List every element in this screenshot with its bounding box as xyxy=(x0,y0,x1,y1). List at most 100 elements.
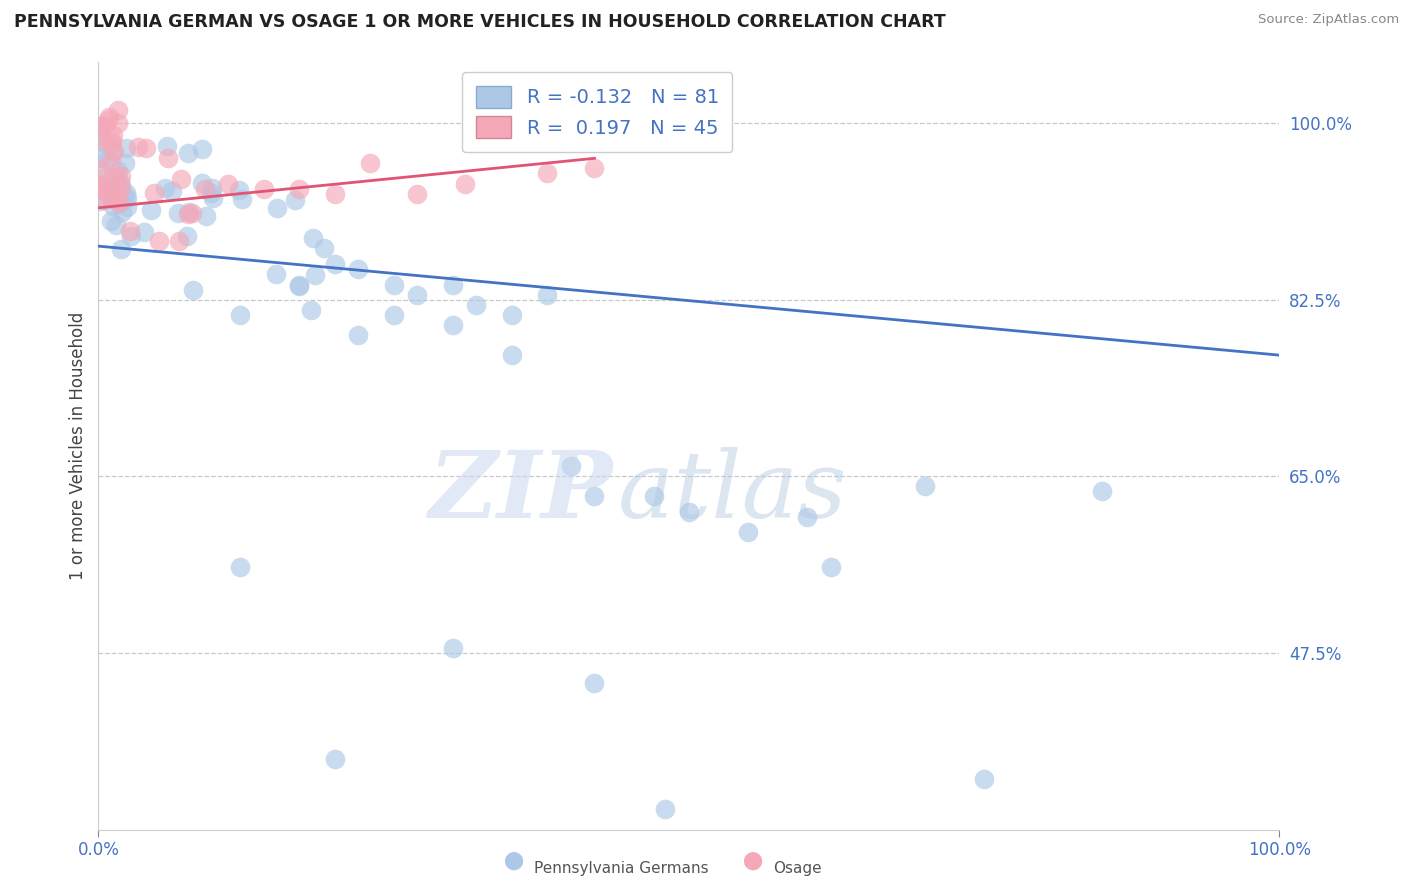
Point xyxy=(90,128,112,142)
Point xyxy=(105,182,128,196)
Point xyxy=(194,181,217,195)
Text: PENNSYLVANIA GERMAN VS OSAGE 1 OR MORE VEHICLES IN HOUSEHOLD CORRELATION CHART: PENNSYLVANIA GERMAN VS OSAGE 1 OR MORE V… xyxy=(14,13,946,31)
Point xyxy=(177,205,200,219)
Point xyxy=(229,308,252,322)
Point xyxy=(120,229,142,244)
Point xyxy=(284,194,307,208)
Point xyxy=(100,144,122,158)
Point xyxy=(89,119,111,133)
Point xyxy=(583,676,606,690)
Point xyxy=(103,144,125,158)
Point xyxy=(1091,484,1114,499)
Point xyxy=(304,268,326,283)
Point xyxy=(93,179,115,194)
Point xyxy=(110,180,132,194)
Point xyxy=(98,110,121,124)
Text: ZIP: ZIP xyxy=(427,447,612,537)
Point xyxy=(93,120,115,134)
Point xyxy=(253,181,276,195)
Point xyxy=(148,235,170,249)
Point xyxy=(114,155,136,169)
Point xyxy=(117,191,139,205)
Point xyxy=(101,199,124,213)
Point xyxy=(181,283,204,297)
Text: ⬤: ⬤ xyxy=(742,851,762,870)
Point xyxy=(583,161,606,176)
Point xyxy=(87,180,110,194)
Point xyxy=(299,302,322,317)
Point xyxy=(231,192,253,206)
Text: Osage: Osage xyxy=(773,861,823,876)
Point xyxy=(100,154,122,169)
Point xyxy=(103,192,125,206)
Point xyxy=(170,171,193,186)
Point xyxy=(97,112,120,127)
Point xyxy=(111,204,134,219)
Point xyxy=(441,640,464,655)
Point xyxy=(110,169,132,184)
Point xyxy=(201,181,224,195)
Point xyxy=(114,192,136,206)
Point xyxy=(107,196,129,211)
Point xyxy=(105,218,128,232)
Point xyxy=(654,802,676,816)
Y-axis label: 1 or more Vehicles in Household: 1 or more Vehicles in Household xyxy=(69,312,87,580)
Point xyxy=(288,278,311,293)
Point xyxy=(312,241,335,255)
Point xyxy=(465,298,488,312)
Point xyxy=(167,206,190,220)
Point xyxy=(217,177,239,191)
Point xyxy=(100,214,122,228)
Point xyxy=(288,181,311,195)
Point xyxy=(101,134,124,148)
Point xyxy=(115,186,138,200)
Point xyxy=(115,141,138,155)
Point xyxy=(190,176,212,190)
Point xyxy=(96,153,118,167)
Point xyxy=(323,257,346,271)
Point xyxy=(156,152,179,166)
Point xyxy=(359,156,381,170)
Point xyxy=(200,186,222,201)
Text: ⬤: ⬤ xyxy=(503,851,523,870)
Point xyxy=(107,103,129,118)
Point xyxy=(90,133,112,147)
Point xyxy=(382,308,405,322)
Point xyxy=(107,164,129,178)
Point xyxy=(156,138,179,153)
Point xyxy=(266,201,288,215)
Point xyxy=(501,348,523,362)
Point xyxy=(288,277,311,292)
Point xyxy=(678,505,700,519)
Point xyxy=(135,141,157,155)
Point xyxy=(406,287,429,301)
Point xyxy=(107,116,129,130)
Point xyxy=(195,209,218,223)
Point xyxy=(142,186,165,201)
Point xyxy=(202,191,225,205)
Point xyxy=(382,277,405,292)
Point xyxy=(796,509,818,524)
Point xyxy=(101,169,124,184)
Point xyxy=(264,268,287,282)
Text: Source: ZipAtlas.com: Source: ZipAtlas.com xyxy=(1258,13,1399,27)
Point xyxy=(103,186,125,200)
Point xyxy=(96,137,118,152)
Point xyxy=(536,166,558,180)
Point xyxy=(914,479,936,493)
Point xyxy=(177,146,200,161)
Point xyxy=(108,175,131,189)
Point xyxy=(100,191,122,205)
Point xyxy=(453,177,475,191)
Point xyxy=(91,120,114,134)
Text: Pennsylvania Germans: Pennsylvania Germans xyxy=(534,861,709,876)
Point xyxy=(115,201,138,215)
Point xyxy=(176,228,198,243)
Point xyxy=(536,287,558,301)
Point xyxy=(441,277,464,292)
Point xyxy=(94,185,117,199)
Point xyxy=(301,231,323,245)
Point xyxy=(134,225,156,239)
Point xyxy=(191,142,214,156)
Point xyxy=(820,560,842,574)
